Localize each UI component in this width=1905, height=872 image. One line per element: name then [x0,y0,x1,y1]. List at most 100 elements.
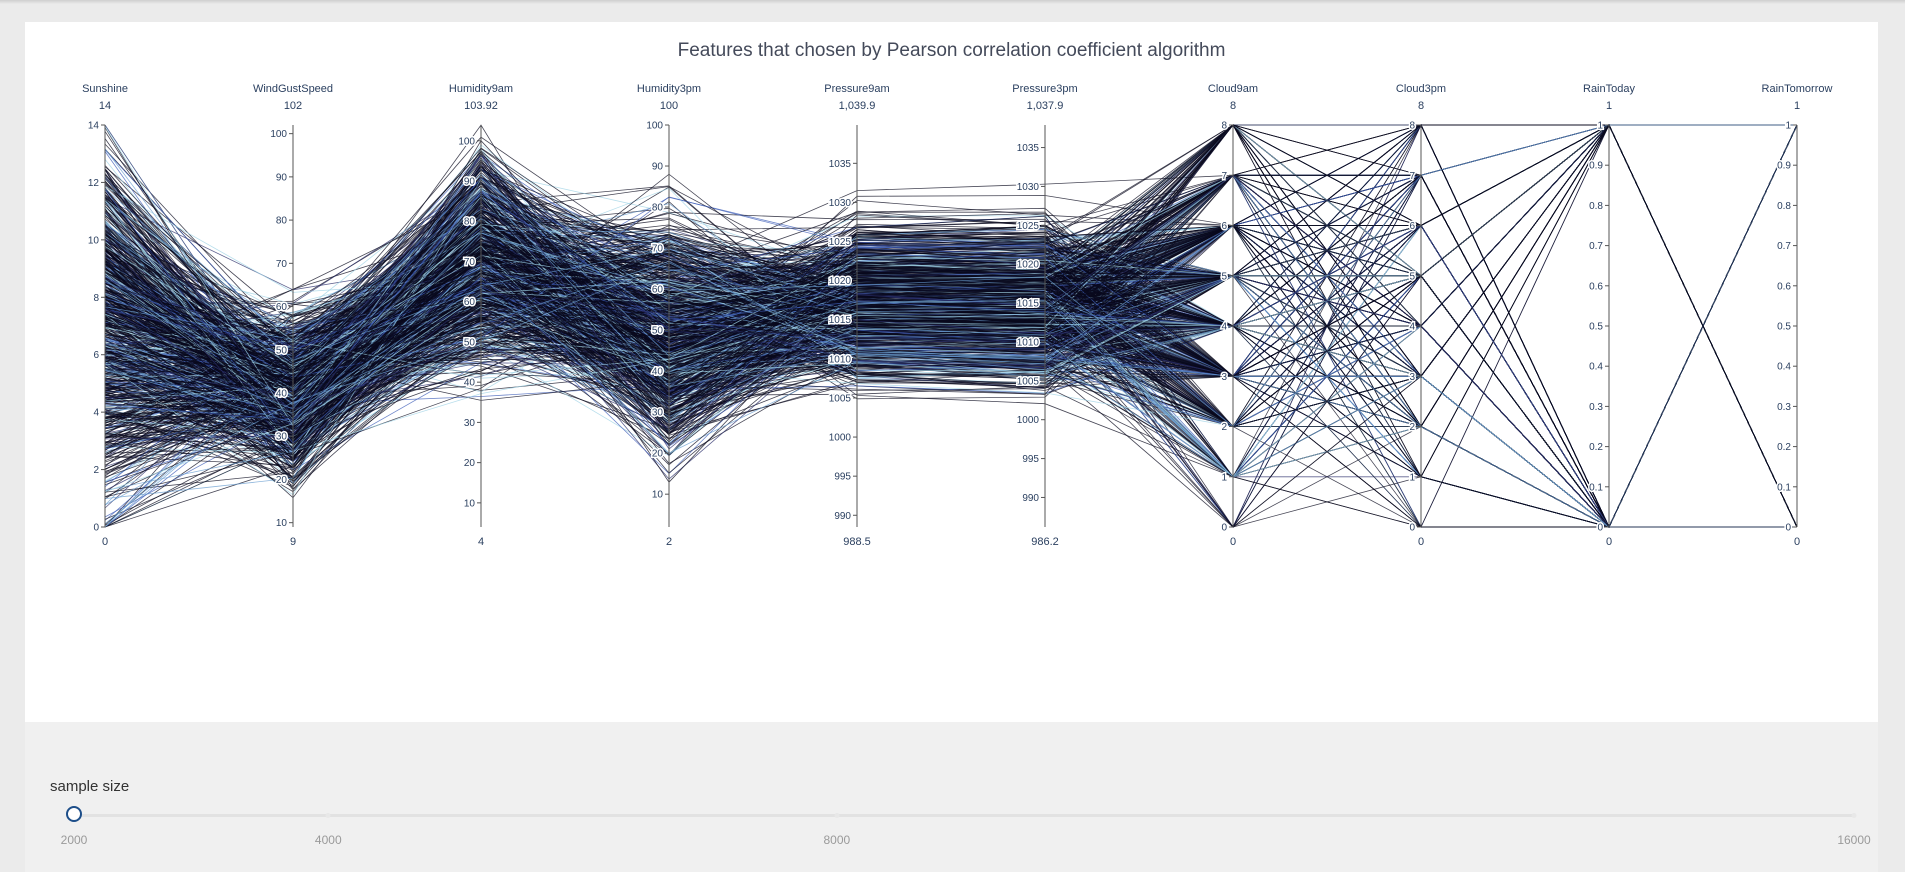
axis-title: Cloud9am [1208,83,1258,95]
axis-title: Pressure9am [824,83,889,95]
tick-label: 0.9 [1777,161,1791,172]
tick-label: 50 [652,326,664,337]
tick-label: 80 [464,217,476,228]
tick-label: 1010 [1017,337,1040,348]
tick-label: 2 [1221,422,1227,433]
tick-label: 70 [276,259,288,270]
tick-label: 0.8 [1589,201,1603,212]
top-shadow [0,0,1905,4]
tick-label: 0.6 [1589,281,1603,292]
tick-label: 3 [1409,372,1415,383]
tick-label: 1 [1409,472,1415,483]
data-polyline [104,124,1798,528]
tick-label: 0.8 [1777,201,1791,212]
tick-label: 8 [1409,121,1415,132]
tick-label: 6 [1409,221,1415,232]
tick-label: 100 [458,136,475,147]
tick-label: 20 [464,458,476,469]
tick-label: 20 [276,475,288,486]
tick-label: 7 [1409,171,1415,182]
tick-label: 0.4 [1589,362,1603,373]
tick-label: 1 [1221,472,1227,483]
data-polyline [104,124,1797,428]
tick-label: 0.1 [1777,482,1791,493]
tick-label: 0.2 [1777,442,1791,453]
tick-label: 12 [88,178,100,189]
tick-label: 0 [1597,523,1603,534]
slider-mark-label[interactable]: 4000 [314,833,342,847]
axis-humidity3pm: Humidity3pm 100 2 10 20 30 40 50 60 70 80 90 100 [637,83,701,548]
data-polyline [104,234,1797,528]
axis-humidity9am: Humidity9am 103.92 4 10 20 30 40 50 60 70 80 90 100 [449,83,513,548]
axis-min-label: 0 [1606,536,1612,548]
axis-windgustspeed: WindGustSpeed 102 910 20 30 40 50 60 70 80 90 100 [253,83,333,548]
tick-label: 6 [93,350,99,361]
axis-min-label: 9 [290,536,296,548]
tick-label: 0.5 [1777,322,1791,333]
axis-pressure3pm: Pressure3pm 1,037.9 986.2 990 995 1000 1005 101… [1012,83,1077,548]
axis-min-label: 0 [1230,536,1236,548]
axis-max-label: 1,037.9 [1027,100,1064,112]
tick-label: 60 [276,302,288,313]
slider-mark-label[interactable]: 16000 [1837,833,1871,847]
tick-label: 990 [1022,493,1039,504]
axis-title: Humidity3pm [637,83,701,95]
axis-max-label: 8 [1230,100,1236,112]
tick-label: 70 [464,257,476,268]
tick-label: 14 [88,121,100,132]
tick-label: 100 [646,121,663,132]
tick-label: 100 [270,129,287,140]
tick-label: 1 [1597,121,1603,132]
tick-label: 2 [93,465,99,476]
axis-cloud9am: Cloud9am 8 00 1 2 3 4 5 6 7 8 [1208,83,1258,548]
slider-mark-dot[interactable] [834,813,840,818]
tick-label: 50 [276,345,288,356]
parallel-coordinates-plot[interactable]: Sunshine14002468101214WindGustSpeed10291… [25,22,1878,722]
slider-mark-label[interactable]: 2000 [60,833,88,847]
axis-max-label: 1,039.9 [839,100,876,112]
tick-label: 5 [1409,271,1415,282]
tick-label: 1025 [1017,221,1040,232]
tick-label: 0.3 [1589,402,1603,413]
axis-title: Humidity9am [449,83,513,95]
tick-label: 0 [1785,523,1791,534]
tick-label: 0.6 [1777,281,1791,292]
data-polyline [104,224,1797,528]
tick-label: 8 [93,293,99,304]
tick-label: 10 [276,518,288,529]
tick-label: 80 [652,203,664,214]
tick-label: 50 [464,337,476,348]
tick-label: 1035 [1017,143,1040,154]
data-polyline [104,248,1797,528]
axis-max-label: 103.92 [464,100,498,112]
tick-label: 4 [1221,322,1227,333]
tick-label: 0 [1409,523,1415,534]
slider-handle[interactable] [66,806,82,822]
axis-min-label: 0 [1794,536,1800,548]
tick-label: 60 [464,297,476,308]
tick-label: 70 [652,244,664,255]
tick-label: 0 [1221,523,1227,534]
axis-pressure9am: Pressure9am 1,039.9 988.5 990 995 1000 1005 101… [824,83,889,548]
axis-title: WindGustSpeed [253,83,333,95]
axis-min-label: 988.5 [843,536,871,548]
slider-mark-dot[interactable] [1851,813,1857,818]
axis-title: Cloud3pm [1396,83,1446,95]
axis-raintoday: RainToday 1 00 0.1 0.2 0.3 0.4 0.5 0.6 0.7 0.8 0.9 1 [1583,83,1635,548]
tick-label: 1015 [829,315,852,326]
tick-label: 30 [276,432,288,443]
slider-mark-label[interactable]: 8000 [823,833,851,847]
tick-label: 0.5 [1589,322,1603,333]
axis-max-label: 100 [660,100,678,112]
tick-label: 90 [652,162,664,173]
axis-max-label: 1 [1794,100,1800,112]
slider-mark-dot[interactable] [325,813,331,818]
axis-min-label: 2 [666,536,672,548]
tick-label: 40 [464,378,476,389]
slider-track[interactable] [74,814,1854,817]
axis-title: RainTomorrow [1762,83,1833,95]
tick-label: 1030 [829,198,852,209]
axis-title: RainToday [1583,83,1635,95]
tick-label: 0.1 [1589,482,1603,493]
axis-max-label: 14 [99,100,111,112]
